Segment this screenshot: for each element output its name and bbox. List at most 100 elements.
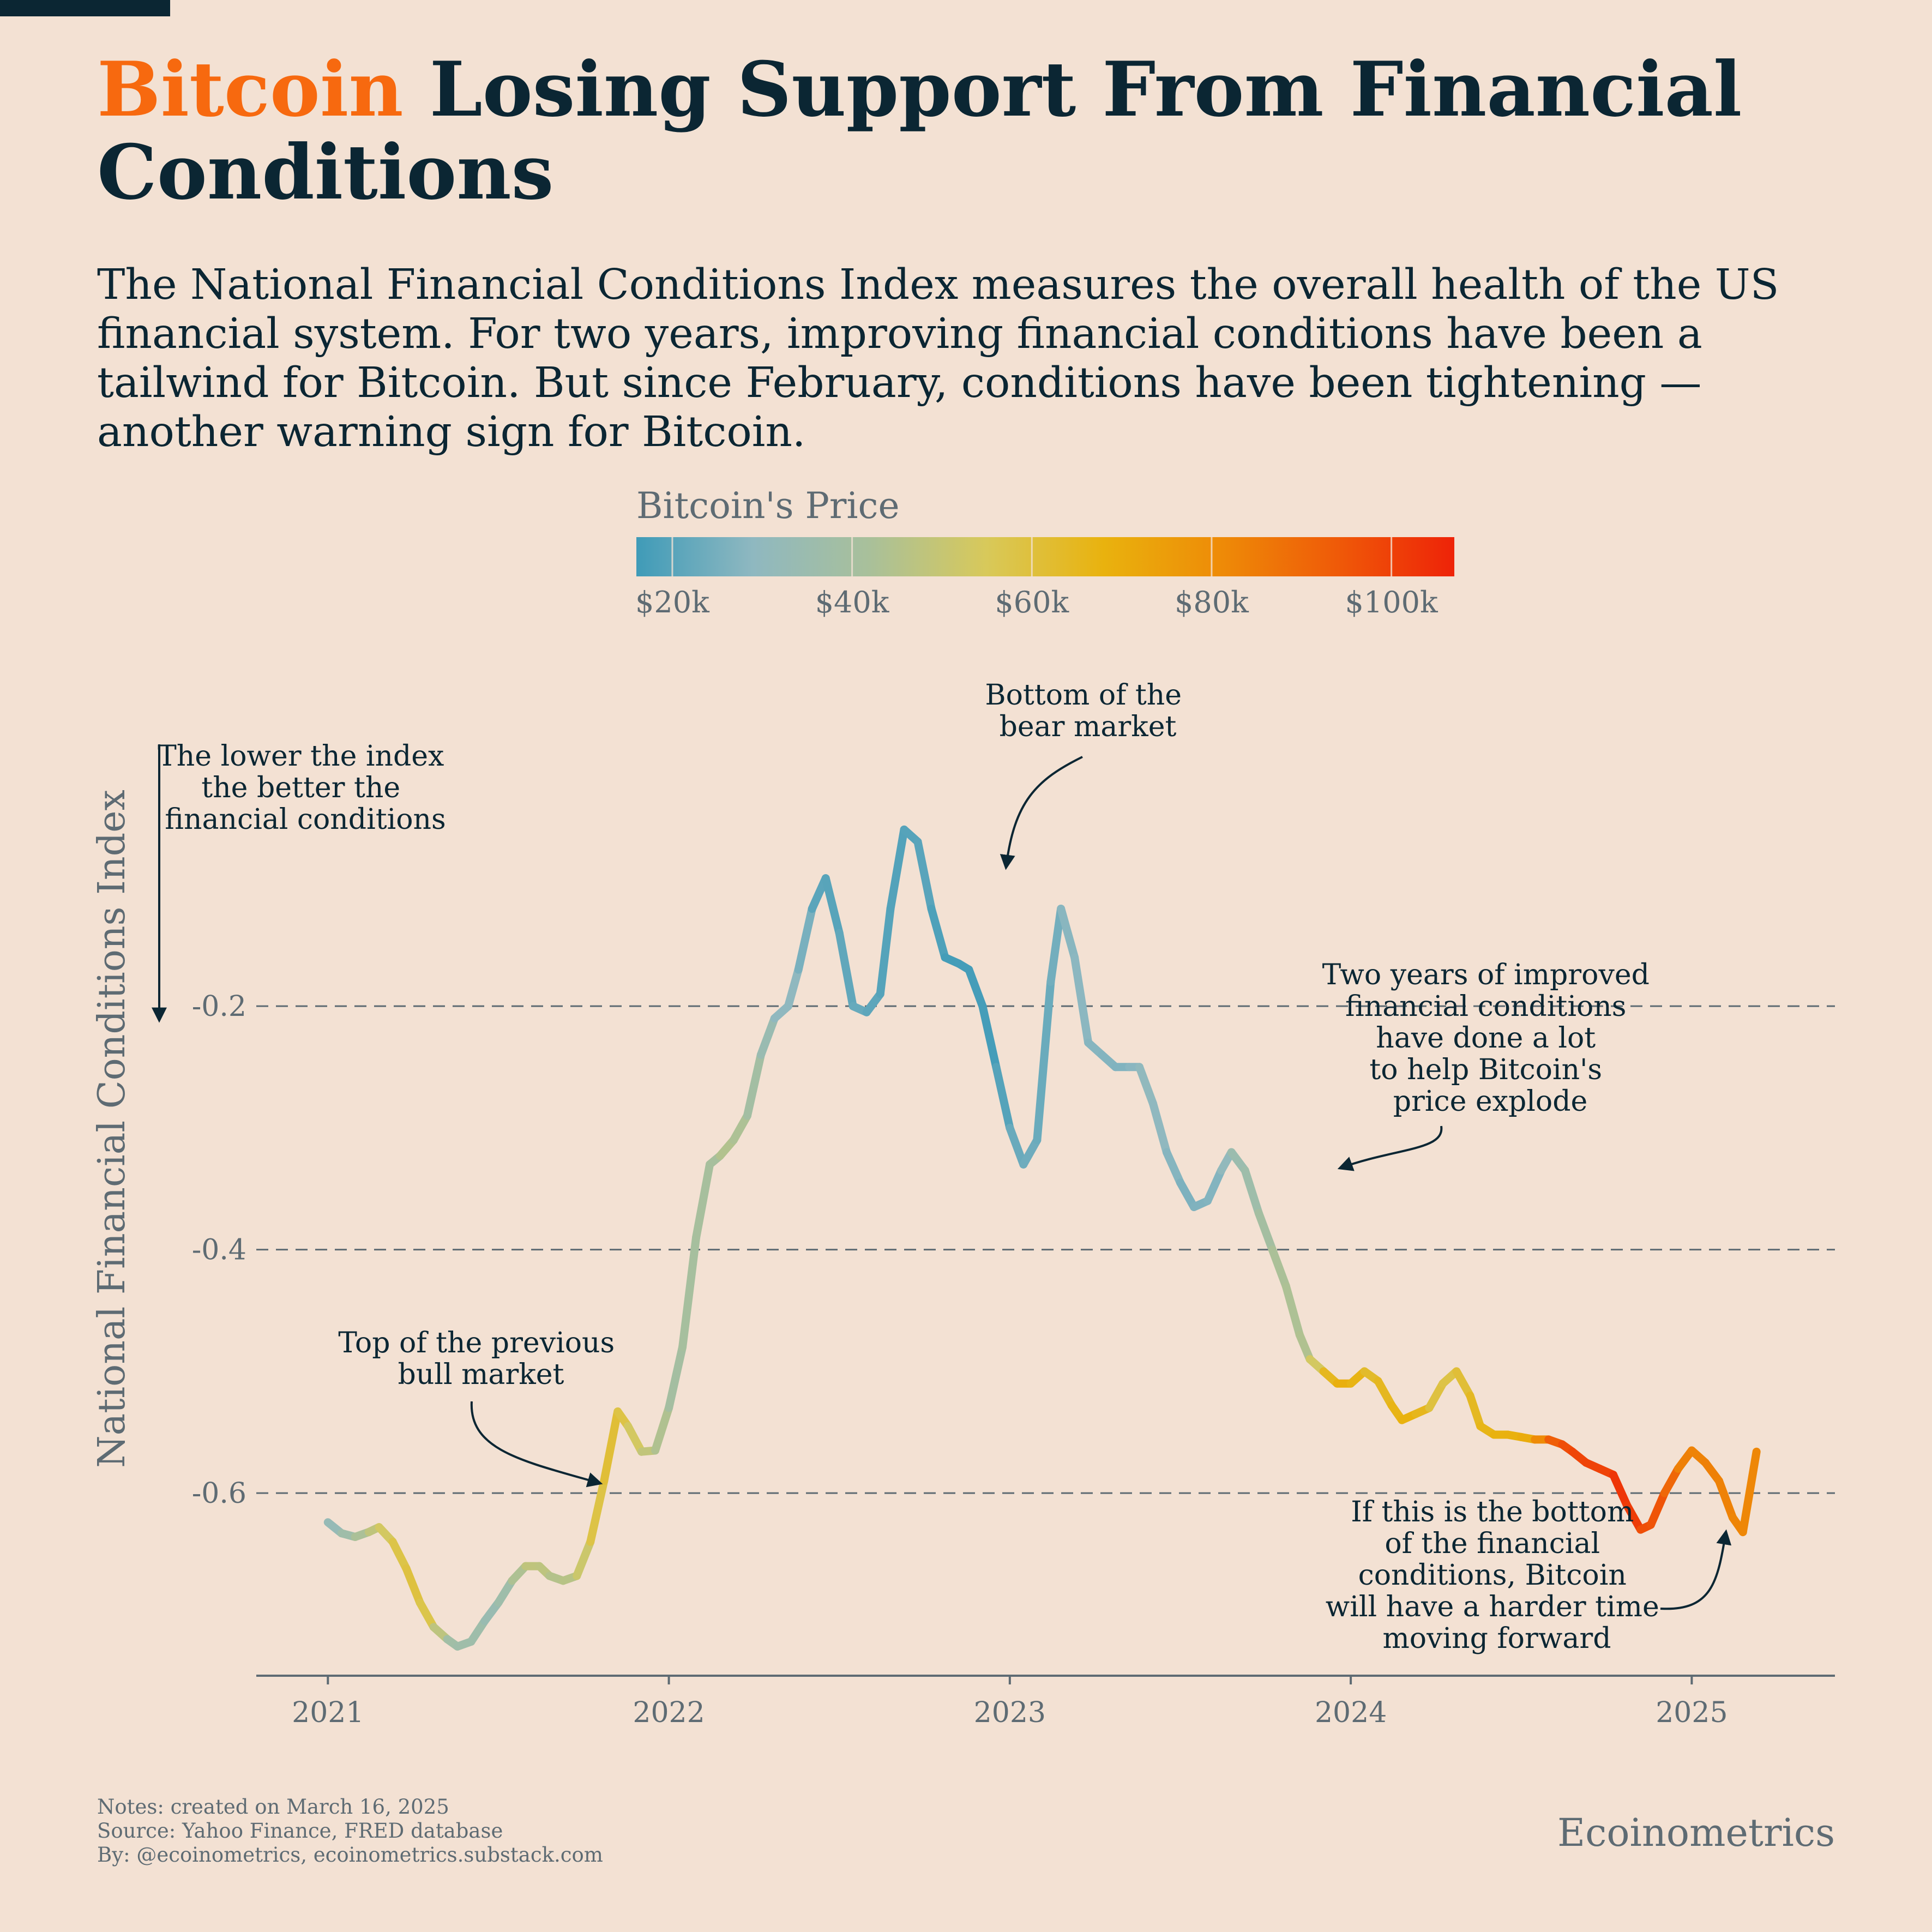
- annotation-line: Two years of improved: [1322, 959, 1650, 991]
- series-segment: [416, 1598, 438, 1632]
- x-tick-label: 2024: [1315, 1696, 1387, 1729]
- x-tick-label: 2021: [292, 1696, 364, 1729]
- y-axis-label: National Financial Conditions Index: [91, 790, 134, 1468]
- series-segment: [1452, 1367, 1474, 1400]
- series-segment: [494, 1576, 516, 1607]
- annotation-bottom-bear: Bottom of the bear market: [985, 679, 1190, 870]
- y-tick-label: -0.2: [192, 990, 246, 1023]
- series-segment: [927, 905, 949, 962]
- page-title: Bitcoin Losing Support From Financial Co…: [97, 48, 1842, 214]
- colorbar: Bitcoin's Price $20k $40k $60k $80k $100k: [635, 485, 1454, 619]
- series-segment: [1425, 1379, 1447, 1412]
- x-tick-label: 2023: [974, 1696, 1046, 1729]
- annotation-line: Bottom of the: [985, 679, 1182, 712]
- series-segment: [913, 838, 936, 913]
- title-rest: Losing Support From Financial Conditions: [97, 45, 1742, 216]
- y-note-line: the better the: [201, 772, 400, 804]
- series-segment: [678, 1233, 701, 1351]
- series-segment: [586, 1477, 609, 1546]
- series-segment: [1254, 1209, 1277, 1254]
- series-segment: [573, 1537, 595, 1580]
- series-segment: [1374, 1377, 1396, 1410]
- annotation-text: Top of the previous bull market: [338, 1327, 623, 1391]
- annotation-line: If this is the bottom: [1351, 1496, 1634, 1528]
- series-segment: [1070, 953, 1093, 1047]
- series-segment: [1176, 1178, 1198, 1211]
- series-segment: [821, 874, 844, 937]
- colorbar-ticks: $20k $40k $60k $80k $100k: [635, 537, 1439, 619]
- colorbar-tick-label: $60k: [995, 585, 1069, 619]
- annotation-text: Bottom of the bear market: [985, 679, 1190, 743]
- annotation-top-bull: Top of the previous bull market: [338, 1327, 623, 1488]
- series-segment: [1241, 1166, 1263, 1218]
- series-segment: [1281, 1282, 1304, 1339]
- annotation-arrow: [1000, 756, 1083, 870]
- annotation-text: Two years of improved financial conditio…: [1322, 959, 1659, 1118]
- colorbar-tick-label: $20k: [635, 585, 710, 619]
- annotation-line: conditions, Bitcoin: [1358, 1559, 1627, 1592]
- series-segment: [467, 1617, 489, 1646]
- series-segment: [992, 1063, 1014, 1132]
- series-segment: [1646, 1489, 1669, 1529]
- series-segment: [1203, 1166, 1226, 1205]
- y-note: The lower the index the better the finan…: [158, 740, 453, 836]
- series-segment: [1714, 1477, 1737, 1522]
- annotation-line: Top of the previous: [338, 1327, 615, 1359]
- series-segment: [876, 905, 895, 998]
- y-note-line: The lower the index: [158, 740, 444, 773]
- series-segment: [1295, 1331, 1314, 1364]
- title-accent: Bitcoin: [97, 45, 404, 134]
- colorbar-title: Bitcoin's Price: [636, 485, 900, 527]
- series-segment: [886, 825, 908, 913]
- series-segment: [624, 1422, 646, 1456]
- series-line: [323, 825, 1761, 1651]
- series-segment: [835, 929, 857, 1010]
- footer-source: Source: Yahoo Finance, FRED database: [97, 1819, 503, 1843]
- annotation-line: will have a harder time: [1326, 1591, 1659, 1623]
- series-segment: [1046, 905, 1066, 986]
- series-segment: [1660, 1464, 1682, 1497]
- annotation-if-bottom: If this is the bottom of the financial c…: [1326, 1496, 1732, 1655]
- annotation-line: financial conditions: [1345, 990, 1626, 1023]
- footer-by: By: @ecoinometrics, ecoinometrics.substa…: [97, 1843, 603, 1867]
- colorbar-bar: [636, 537, 1454, 576]
- series-segment: [1148, 1099, 1171, 1157]
- series-segment: [1135, 1063, 1157, 1108]
- annotation-line: to help Bitcoin's: [1369, 1054, 1602, 1086]
- y-tick-labels: -0.2 -0.4 -0.6: [192, 990, 246, 1510]
- colorbar-tick-label: $80k: [1175, 585, 1249, 619]
- series-segment: [1006, 1123, 1028, 1169]
- series-segment: [402, 1564, 424, 1607]
- annotation-arrow: [1660, 1529, 1732, 1610]
- series-segment: [1623, 1501, 1645, 1534]
- y-note-line: financial conditions: [165, 803, 446, 836]
- colorbar-tick-label: $40k: [815, 585, 890, 619]
- x-ticks: 2021 2022 2023 2024 2025: [292, 1676, 1728, 1729]
- footer-created: Notes: created on March 16, 2025: [97, 1795, 449, 1819]
- series-segment: [388, 1537, 411, 1573]
- annotation-arrow: [1337, 1126, 1443, 1171]
- annotation-two-years: Two years of improved financial conditio…: [1322, 959, 1659, 1171]
- series-segment: [743, 1050, 765, 1120]
- series-segment: [794, 905, 816, 974]
- series-segment: [1162, 1148, 1184, 1187]
- corner-accent-bar: [0, 0, 170, 16]
- series-segment: [978, 1002, 1001, 1072]
- page-subtitle: The National Financial Conditions Index …: [97, 261, 1779, 456]
- series-segment: [1033, 977, 1055, 1145]
- series-segment: [651, 1404, 673, 1455]
- series-segment: [1268, 1245, 1290, 1291]
- x-tick-label: 2025: [1656, 1696, 1728, 1729]
- series-segment: [729, 1111, 751, 1145]
- annotation-line: of the financial: [1385, 1527, 1600, 1560]
- colorbar-tick-label: $100k: [1345, 585, 1439, 619]
- annotation-line: moving forward: [1383, 1622, 1611, 1655]
- annotation-line: bear market: [1000, 711, 1177, 743]
- annotation-line: bull market: [398, 1358, 564, 1391]
- annotation-line: have done a lot: [1376, 1022, 1596, 1055]
- series-segment: [1738, 1447, 1761, 1537]
- footer-notes: Notes: created on March 16, 2025 Source:…: [97, 1795, 603, 1867]
- annotation-line: price explode: [1393, 1085, 1588, 1118]
- brand-logo: Ecoinometrics: [1557, 1810, 1835, 1855]
- series-segment: [665, 1343, 687, 1412]
